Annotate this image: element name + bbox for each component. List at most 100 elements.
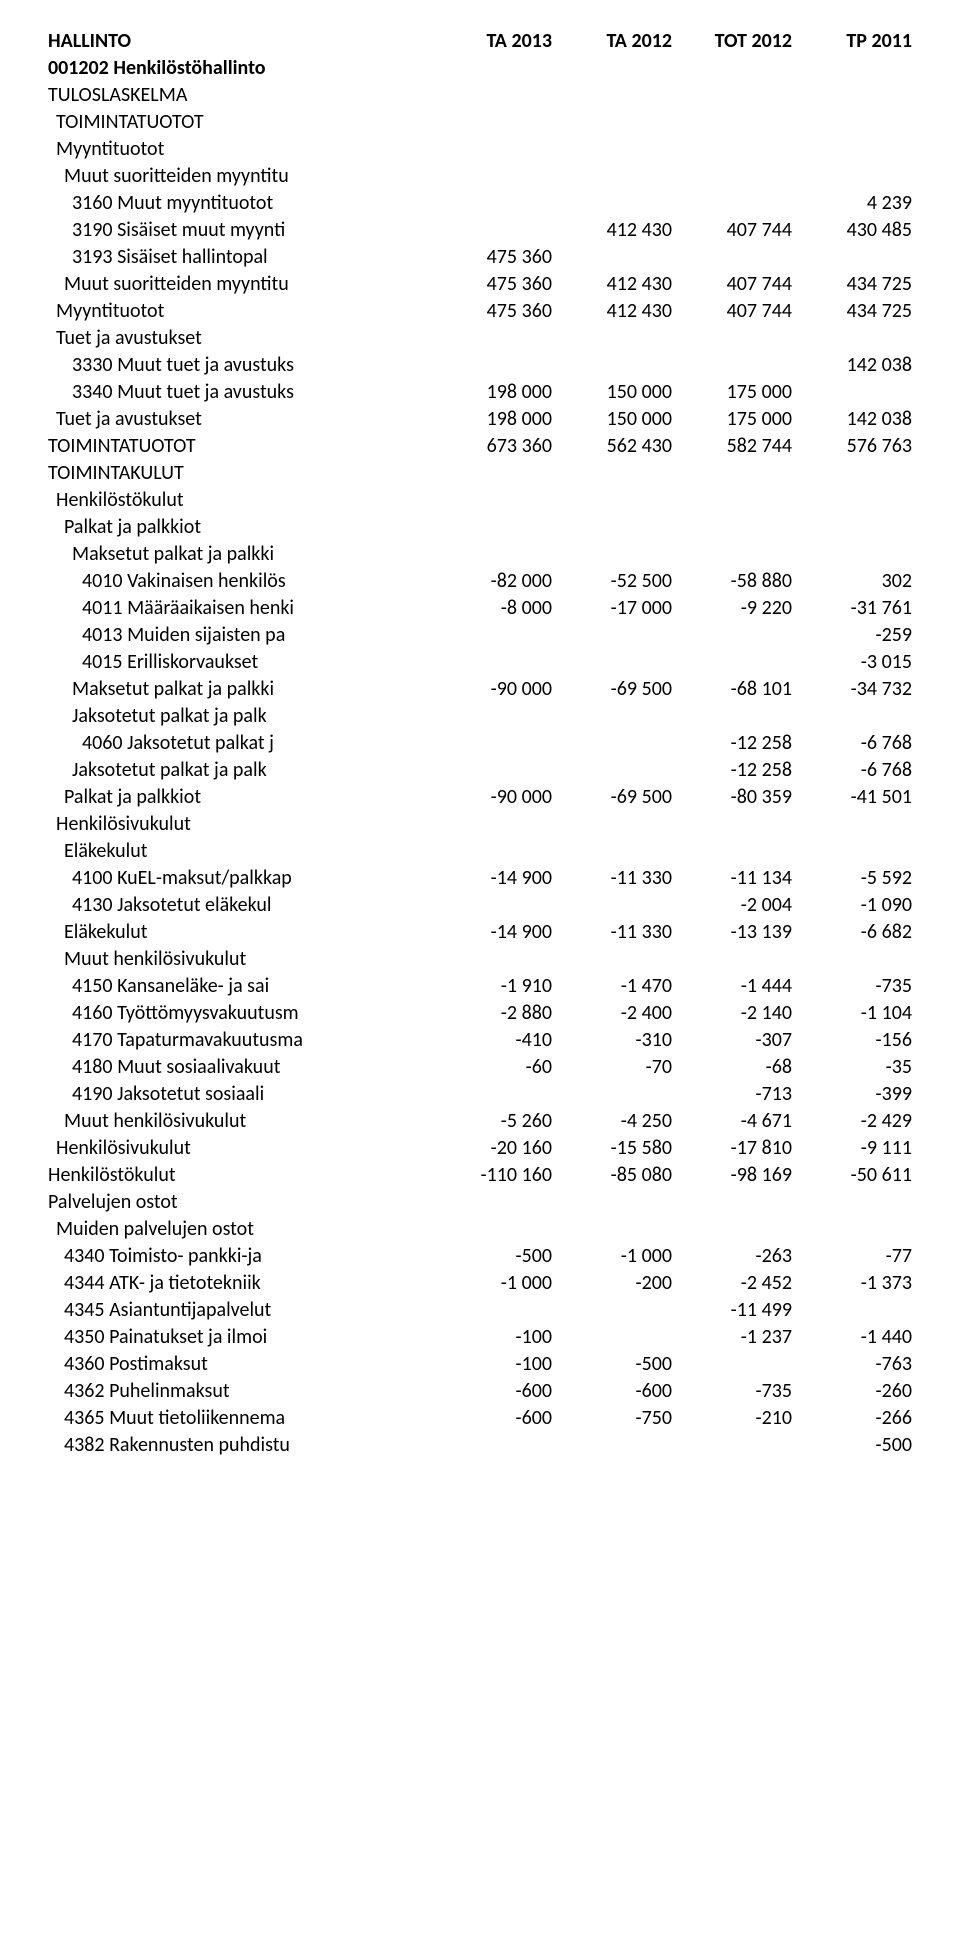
row-label: TOIMINTATUOTOT [48,433,432,460]
cell-value [672,82,792,109]
cell-value: 175 000 [672,406,792,433]
cell-value: -410 [432,1027,552,1054]
cell-value [552,352,672,379]
cell-value [672,811,792,838]
cell-value [672,190,792,217]
cell-value: 412 430 [552,271,672,298]
cell-value [552,946,672,973]
cell-value: -20 160 [432,1135,552,1162]
table-row: Palvelujen ostot [48,1189,912,1216]
row-label: Eläkekulut [48,919,432,946]
table-row: Maksetut palkat ja palkki [48,541,912,568]
table-row: Muut suoritteiden myyntitu475 360412 430… [48,271,912,298]
row-label: 3330 Muut tuet ja avustuks [48,352,432,379]
cell-value: -80 359 [672,784,792,811]
cell-value [672,1216,792,1243]
row-label: 4150 Kansaneläke- ja sai [48,973,432,1000]
table-row: Myyntituotot [48,136,912,163]
cell-value: -90 000 [432,784,552,811]
cell-value: 198 000 [432,379,552,406]
table-row: TOIMINTATUOTOT673 360562 430582 744576 7… [48,433,912,460]
cell-value: -2 140 [672,1000,792,1027]
cell-value [792,109,912,136]
cell-value [552,541,672,568]
row-label: Myyntituotot [48,298,432,325]
cell-value: 430 485 [792,217,912,244]
cell-value: -156 [792,1027,912,1054]
cell-value: -1 373 [792,1270,912,1297]
table-row: Muut henkilösivukulut-5 260-4 250-4 671-… [48,1108,912,1135]
table-row: 3190 Sisäiset muut myynti412 430407 7444… [48,217,912,244]
row-label: 4160 Työttömyysvakuutusm [48,1000,432,1027]
cell-value [552,109,672,136]
table-row: 4170 Tapaturmavakuutusma-410-310-307-156 [48,1027,912,1054]
cell-value: -500 [552,1351,672,1378]
cell-value: -77 [792,1243,912,1270]
cell-value [672,136,792,163]
row-label: 4362 Puhelinmaksut [48,1378,432,1405]
cell-value [432,109,552,136]
cell-value [552,730,672,757]
cell-value: -50 611 [792,1162,912,1189]
cell-value: -763 [792,1351,912,1378]
cell-value: -12 258 [672,730,792,757]
cell-value: -600 [432,1405,552,1432]
row-label: Maksetut palkat ja palkki [48,676,432,703]
cell-value [432,811,552,838]
cell-value [432,757,552,784]
cell-value [672,109,792,136]
row-label: TOIMINTATUOTOT [48,109,432,136]
cell-value: -11 330 [552,919,672,946]
table-row: Eläkekulut [48,838,912,865]
cell-value [792,703,912,730]
table-row: 4350 Painatukset ja ilmoi-100-1 237-1 44… [48,1324,912,1351]
row-label: 4013 Muiden sijaisten pa [48,622,432,649]
cell-value: -11 134 [672,865,792,892]
cell-value [792,1297,912,1324]
table-row: 4011 Määräaikaisen henki-8 000-17 000-9 … [48,595,912,622]
row-label: Jaksotetut palkat ja palk [48,703,432,730]
cell-value: -210 [672,1405,792,1432]
table-row: 3160 Muut myyntituotot4 239 [48,190,912,217]
cell-value: -5 592 [792,865,912,892]
cell-value [432,460,552,487]
cell-value: 407 744 [672,271,792,298]
cell-value [792,460,912,487]
table-row: HALLINTOTA 2013TA 2012TOT 2012TP 2011 [48,28,912,55]
cell-value [672,838,792,865]
cell-value [552,136,672,163]
cell-value: -14 900 [432,865,552,892]
cell-value [672,649,792,676]
cell-value [432,1297,552,1324]
cell-value [552,1081,672,1108]
cell-value: -35 [792,1054,912,1081]
cell-value [552,460,672,487]
cell-value [792,163,912,190]
row-label: TOIMINTAKULUT [48,460,432,487]
cell-value [792,55,912,82]
row-label: 4345 Asiantuntijapalvelut [48,1297,432,1324]
table-row: 3193 Sisäiset hallintopal475 360 [48,244,912,271]
cell-value: 407 744 [672,298,792,325]
cell-value: -259 [792,622,912,649]
table-row: Muut suoritteiden myyntitu [48,163,912,190]
cell-value: -11 499 [672,1297,792,1324]
row-label: Jaksotetut palkat ja palk [48,757,432,784]
cell-value: -1 444 [672,973,792,1000]
cell-value: 576 763 [792,433,912,460]
row-label: Maksetut palkat ja palkki [48,541,432,568]
row-label: 3160 Muut myyntituotot [48,190,432,217]
row-label: 001202 Henkilöstöhallinto [48,55,432,82]
cell-value: -600 [432,1378,552,1405]
cell-value [432,352,552,379]
cell-value [672,1189,792,1216]
budget-report-page: HALLINTOTA 2013TA 2012TOT 2012TP 2011001… [0,0,960,1499]
cell-value [672,1432,792,1459]
cell-value [792,838,912,865]
cell-value: -600 [552,1378,672,1405]
cell-value [432,1432,552,1459]
row-label: 4344 ATK- ja tietotekniik [48,1270,432,1297]
cell-value [672,946,792,973]
cell-value: -58 880 [672,568,792,595]
cell-value: -1 090 [792,892,912,919]
